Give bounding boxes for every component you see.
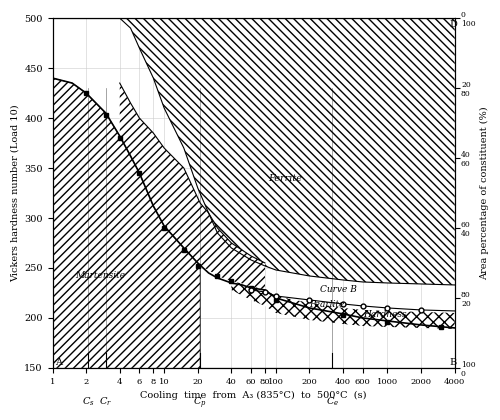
- Text: A: A: [55, 358, 62, 367]
- Text: Hardness: Hardness: [362, 310, 406, 320]
- Polygon shape: [52, 78, 200, 368]
- X-axis label: Cooling  time  from  A₃ (835°C)  to  500°C  (s): Cooling time from A₃ (835°C) to 500°C (s…: [140, 391, 367, 400]
- Text: Curve B: Curve B: [320, 286, 357, 294]
- Polygon shape: [120, 18, 454, 285]
- Text: Ferrite: Ferrite: [268, 173, 302, 183]
- Polygon shape: [120, 83, 265, 290]
- Y-axis label: Vickers hardness number (Load 10): Vickers hardness number (Load 10): [11, 104, 20, 282]
- Text: Pearlite: Pearlite: [310, 300, 345, 310]
- Text: $C_e$: $C_e$: [326, 396, 339, 408]
- Text: $C_s$: $C_s$: [82, 396, 95, 408]
- Y-axis label: Area percentage of constituent (%): Area percentage of constituent (%): [480, 106, 489, 280]
- Text: $C_r$: $C_r$: [100, 396, 112, 408]
- Text: D: D: [450, 20, 458, 29]
- Text: $C_p$: $C_p$: [194, 396, 207, 411]
- Text: Martensite: Martensite: [76, 271, 126, 281]
- Polygon shape: [232, 281, 454, 329]
- Text: B: B: [450, 358, 457, 367]
